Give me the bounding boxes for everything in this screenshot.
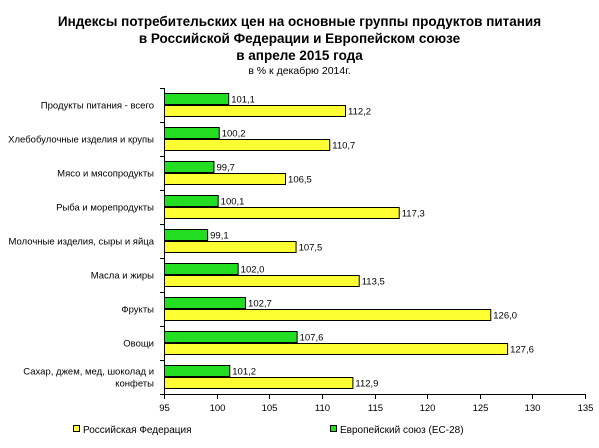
data-label: 99,1 — [210, 231, 229, 242]
bar — [164, 207, 400, 219]
bar — [164, 229, 209, 241]
category-labels: Продукты питания - всего Хлебобулочные из… — [8, 101, 155, 390]
bar — [164, 241, 297, 253]
x-tick-label: 120 — [420, 403, 436, 414]
bar — [164, 105, 347, 117]
title-line-2: в Российской Федерации и Европейском сою… — [138, 31, 461, 46]
chart-subtitle: в % к декабрю 2014г. — [248, 65, 351, 77]
bar — [164, 173, 287, 185]
data-label: 102,0 — [241, 265, 265, 276]
bar — [164, 275, 360, 287]
category-label: Масла и жиры — [91, 271, 154, 282]
x-tick-label: 100 — [210, 403, 226, 414]
legend: Российская Федерация Европейский союз (ЕС… — [73, 425, 464, 436]
bar — [164, 297, 247, 309]
legend-label: Российская Федерация — [83, 425, 192, 436]
category-label: Овощи — [123, 339, 154, 350]
data-label: 113,5 — [362, 277, 385, 288]
data-label: 102,7 — [248, 299, 272, 310]
data-label: 100,2 — [222, 129, 246, 140]
bar — [164, 263, 239, 275]
bar — [164, 161, 215, 173]
category-label: конфеты — [115, 379, 154, 390]
data-label: 110,7 — [332, 141, 355, 152]
chart-title: Индексы потребительских цен на основные … — [0, 13, 599, 78]
bar — [164, 377, 354, 389]
category-label: Мясо и мясопродукты — [57, 169, 154, 180]
x-tick-label: 95 — [159, 403, 170, 414]
category-label: Продукты питания - всего — [41, 101, 154, 112]
data-label: 127,6 — [510, 345, 534, 356]
x-tick-label: 110 — [315, 403, 330, 414]
category-label: Фрукты — [121, 305, 154, 316]
title-line-1: Индексы потребительских цен на основные … — [57, 14, 542, 29]
title-line-3: в апреле 2015 года — [236, 48, 363, 63]
data-label: 100,1 — [221, 197, 245, 208]
x-tick-label: 130 — [525, 403, 541, 414]
bar — [164, 93, 230, 105]
x-tick-label: 105 — [262, 403, 278, 414]
data-label: 112,9 — [355, 379, 378, 390]
category-label: Сахар, джем, мед, шоколад и — [23, 367, 154, 378]
x-axis: 95 100 105 110 115 120 125 130 135 — [159, 88, 593, 414]
category-label: Хлебобулочные изделия и крупы — [8, 135, 154, 146]
category-label: Молочные изделия, сыры и яйца — [9, 237, 155, 248]
data-label: 101,2 — [232, 367, 256, 378]
legend-label: Европейский союз (ЕС-28) — [340, 425, 464, 436]
bar — [164, 195, 219, 207]
data-label: 107,5 — [299, 243, 323, 254]
data-label: 99,7 — [216, 163, 235, 174]
legend-swatch — [330, 425, 337, 432]
x-tick-label: 135 — [578, 403, 594, 414]
x-tick-label: 125 — [473, 403, 489, 414]
x-tick-label: 115 — [368, 403, 383, 414]
bar — [164, 309, 492, 321]
data-label: 107,6 — [300, 333, 324, 344]
data-label: 117,3 — [402, 209, 425, 220]
data-label: 112,2 — [348, 107, 371, 118]
data-label: 106,5 — [288, 175, 312, 186]
bar — [164, 127, 220, 139]
bar — [164, 343, 509, 355]
bars: 101,1 112,2 100,2 110,7 99,7 106,5 100,1 117,3 9… — [164, 93, 534, 390]
bar — [164, 331, 298, 343]
data-label: 101,1 — [231, 95, 255, 106]
category-label: Рыба и морепродукты — [56, 203, 154, 214]
bar — [164, 365, 231, 377]
bar — [164, 139, 331, 151]
legend-swatch — [73, 425, 80, 432]
data-label: 126,0 — [493, 311, 517, 322]
